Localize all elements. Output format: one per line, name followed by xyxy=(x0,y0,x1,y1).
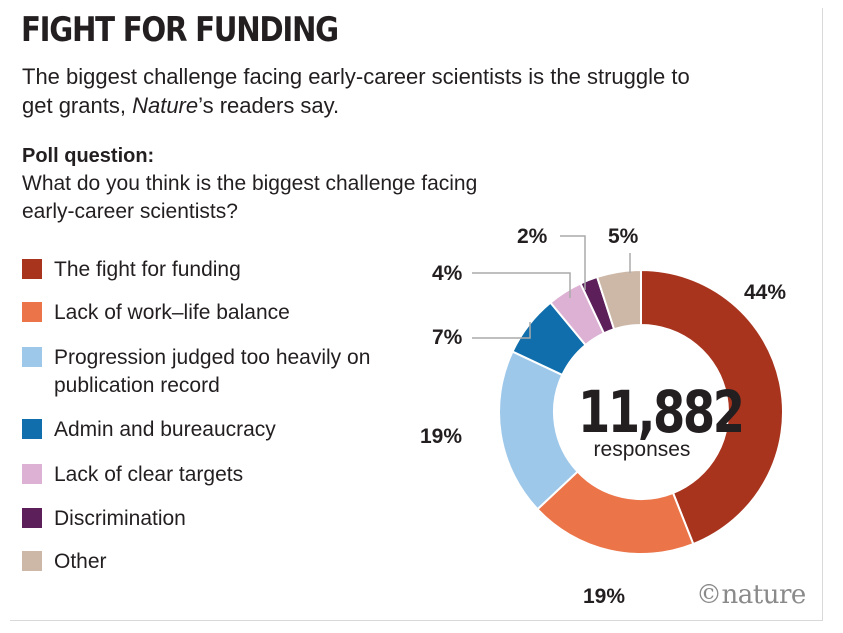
slice-label-targets: 4% xyxy=(432,262,463,285)
chart-subtitle: The biggest challenge facing early-caree… xyxy=(22,62,722,120)
legend-swatch xyxy=(22,464,42,484)
slice-label-publication: 19% xyxy=(420,425,463,448)
legend-item-targets: Lack of clear targets xyxy=(22,461,414,489)
center-label: responses xyxy=(593,438,691,461)
leader-lines xyxy=(472,235,631,339)
legend-label: The fight for funding xyxy=(54,258,241,281)
subtitle-text: The biggest challenge facing early-caree… xyxy=(22,64,690,118)
leader-line-discrimination xyxy=(560,235,586,290)
legend-item-funding: The fight for funding xyxy=(22,256,414,284)
legend-label: Lack of clear targets xyxy=(54,463,244,486)
slice-other xyxy=(595,268,642,331)
legend-label: Lack of work–life balance xyxy=(54,301,290,324)
legend-swatch xyxy=(22,347,42,367)
legend-label: Discrimination xyxy=(54,507,186,530)
chart-title: FIGHT FOR FUNDING xyxy=(21,10,339,50)
legend-swatch xyxy=(22,551,42,571)
slice-funding xyxy=(640,268,784,546)
poll-question: What do you think is the biggest challen… xyxy=(22,172,478,223)
center-total: 11,882 xyxy=(578,378,745,446)
slice-label-other: 5% xyxy=(608,225,639,248)
legend-item-discrimination: Discrimination xyxy=(22,505,414,533)
slice-label-work-life: 19% xyxy=(583,585,626,608)
slice-label-discrimination: 2% xyxy=(517,225,548,248)
leader-line-admin-and-bureaucracy xyxy=(472,322,531,339)
nature-logo: ©nature xyxy=(696,580,806,610)
legend-label: Progression judged too heavily on public… xyxy=(54,346,371,397)
legend-swatch xyxy=(22,302,42,322)
legend-swatch xyxy=(22,508,42,528)
legend-item-publication: Progression judged too heavily on public… xyxy=(22,344,384,400)
legend-item-other: Other xyxy=(22,548,414,576)
legend-item-admin: Admin and bureaucracy xyxy=(22,416,414,444)
figure-frame xyxy=(10,8,823,621)
poll-label: Poll question: xyxy=(22,145,155,167)
subtitle-text-end: ’s readers say. xyxy=(198,93,340,118)
legend-item-work-life: Lack of work–life balance xyxy=(22,299,414,327)
legend-label: Other xyxy=(54,550,107,573)
legend-label: Admin and bureaucracy xyxy=(54,418,276,441)
subtitle-publication: Nature xyxy=(132,93,199,118)
legend-swatch xyxy=(22,259,42,279)
legend-swatch xyxy=(22,419,42,439)
slice-label-funding: 44% xyxy=(744,281,787,304)
donut-slices xyxy=(498,268,784,555)
slice-label-admin: 7% xyxy=(432,326,463,349)
leader-line-lack-of-clear-targets xyxy=(472,272,571,298)
